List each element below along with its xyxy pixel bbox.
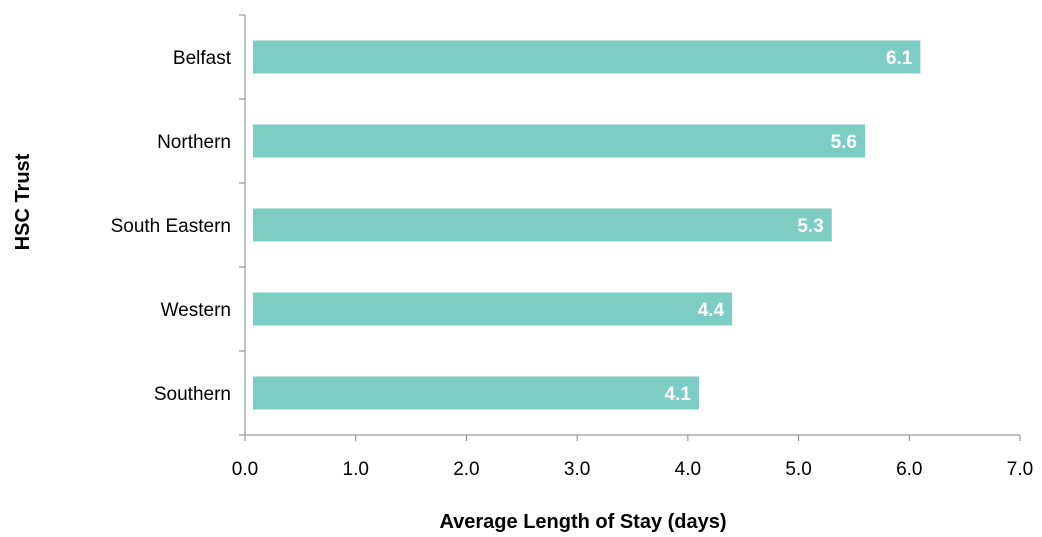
category-label: Southern	[154, 384, 231, 405]
bar-south-eastern	[253, 208, 832, 242]
data-label: 6.1	[886, 48, 913, 69]
bar-southern	[253, 376, 699, 410]
x-tick-label: 7.0	[1007, 459, 1033, 480]
category-label: South Eastern	[111, 216, 231, 237]
x-tick-label: 6.0	[896, 459, 922, 480]
y-axis-title: HSC Trust	[12, 153, 34, 250]
data-label: 5.6	[831, 132, 857, 153]
data-label: 4.4	[698, 300, 725, 321]
data-label: 5.3	[797, 216, 823, 237]
data-label: 4.1	[665, 384, 692, 405]
bars-layer	[253, 40, 921, 410]
labels-layer: Belfast 6.1 Northern 5.6 South Eastern 5.3 Wes…	[111, 48, 1034, 480]
x-tick-label: 1.0	[343, 459, 369, 480]
bar-northern	[253, 124, 865, 158]
x-tick-label: 4.0	[675, 459, 701, 480]
x-tick-label: 3.0	[564, 459, 590, 480]
bar-belfast	[253, 40, 921, 74]
category-label: Western	[161, 300, 231, 321]
axes-layer	[239, 14, 1021, 441]
x-tick-label: 2.0	[453, 459, 479, 480]
x-axis-title: Average Length of Stay (days)	[439, 511, 726, 532]
category-label: Northern	[157, 132, 231, 153]
category-label: Belfast	[173, 48, 232, 69]
x-tick-label: 5.0	[785, 459, 811, 480]
bar-western	[253, 292, 733, 326]
x-tick-label: 0.0	[232, 459, 258, 480]
